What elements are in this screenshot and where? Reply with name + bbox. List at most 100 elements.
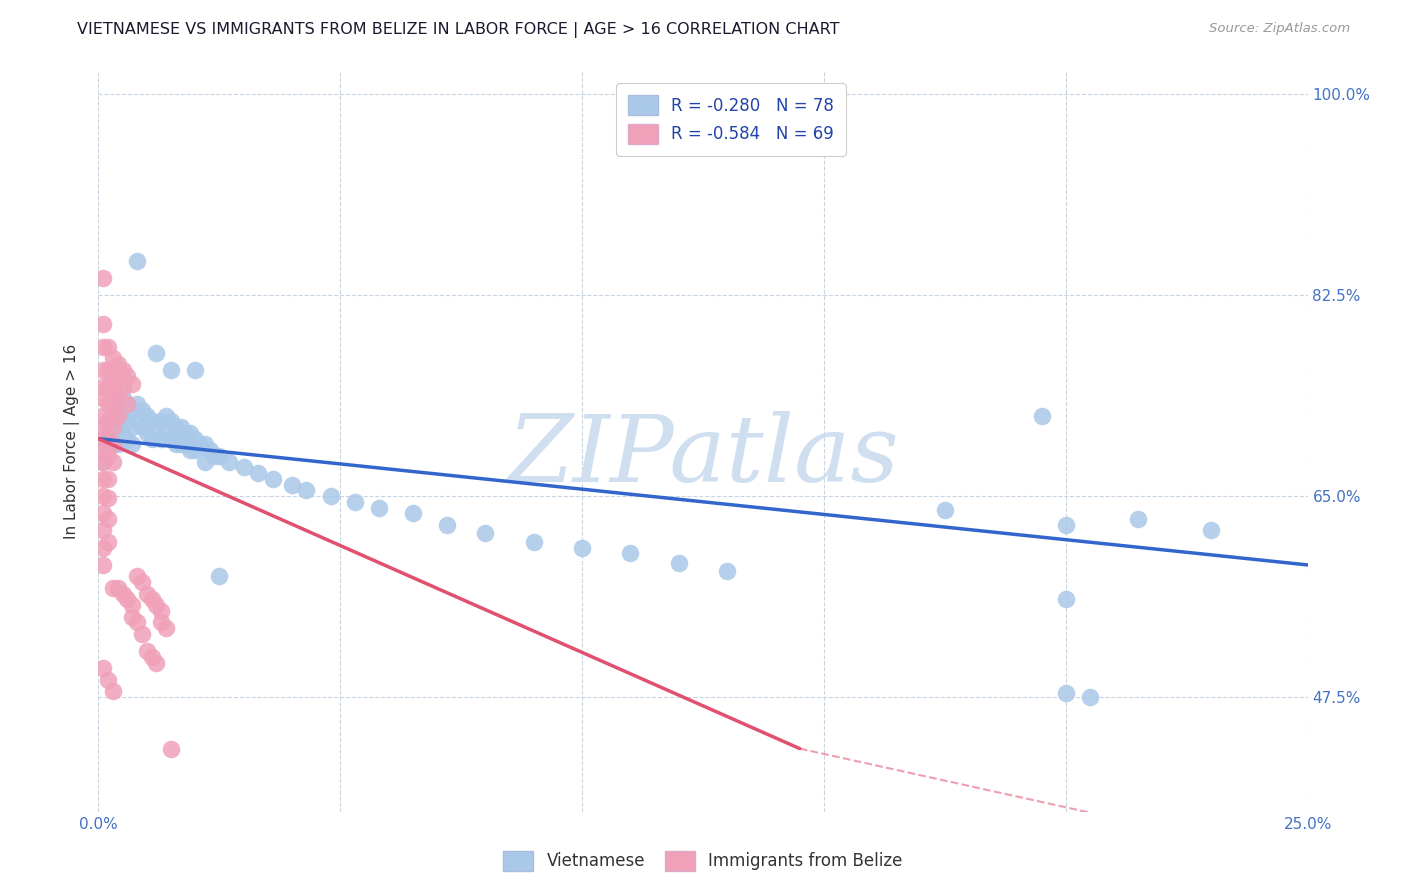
Point [131, 420, 153, 434]
Point [107, 409, 129, 423]
Point [91, 472, 114, 486]
Point [97, 472, 120, 486]
Point [160, 414, 183, 428]
Point [1054, 517, 1077, 532]
Point [208, 569, 231, 583]
Point [150, 615, 173, 630]
Point [204, 449, 226, 463]
Point [1054, 686, 1077, 700]
Point [150, 432, 173, 446]
Point [523, 535, 546, 549]
Y-axis label: In Labor Force | Age > 16: In Labor Force | Age > 16 [63, 344, 80, 539]
Point [91, 420, 114, 434]
Point [91, 409, 114, 423]
Text: VIETNAMESE VS IMMIGRANTS FROM BELIZE IN LABOR FORCE | AGE > 16 CORRELATION CHART: VIETNAMESE VS IMMIGRANTS FROM BELIZE IN … [77, 22, 839, 38]
Point [135, 644, 157, 658]
Point [145, 598, 167, 612]
Text: Source: ZipAtlas.com: Source: ZipAtlas.com [1209, 22, 1350, 36]
Point [101, 432, 124, 446]
Point [194, 455, 217, 469]
Legend: Vietnamese, Immigrants from Belize: Vietnamese, Immigrants from Belize [495, 842, 911, 880]
Point [436, 517, 458, 532]
Point [107, 374, 129, 388]
Point [91, 392, 114, 406]
Point [179, 425, 201, 440]
Point [141, 414, 163, 428]
Point [135, 409, 157, 423]
Point [1199, 524, 1222, 538]
Point [101, 684, 124, 698]
Point [97, 535, 120, 549]
Point [131, 627, 153, 641]
Point [97, 380, 120, 394]
Point [101, 455, 124, 469]
Point [97, 449, 120, 463]
Point [91, 363, 114, 377]
Point [111, 587, 134, 601]
Point [668, 556, 690, 570]
Point [141, 432, 163, 446]
Point [91, 432, 114, 446]
Point [111, 380, 134, 394]
Point [97, 363, 120, 377]
Point [184, 432, 207, 446]
Point [1054, 592, 1077, 607]
Point [174, 425, 197, 440]
Point [97, 432, 120, 446]
Point [107, 420, 129, 434]
Point [194, 437, 217, 451]
Point [232, 460, 254, 475]
Point [107, 581, 129, 595]
Point [91, 317, 114, 331]
Point [262, 472, 284, 486]
Point [101, 368, 124, 383]
Point [145, 345, 167, 359]
Point [716, 564, 738, 578]
Point [281, 477, 304, 491]
Point [121, 437, 143, 451]
Point [101, 420, 124, 434]
Point [117, 397, 139, 411]
Point [135, 425, 157, 440]
Point [247, 466, 270, 480]
Point [343, 495, 366, 509]
Point [145, 656, 167, 670]
Point [117, 397, 139, 411]
Point [101, 403, 124, 417]
Point [155, 425, 177, 440]
Point [155, 621, 177, 635]
Point [160, 432, 183, 446]
Point [101, 437, 124, 451]
Point [117, 592, 139, 607]
Point [165, 420, 187, 434]
Point [368, 500, 391, 515]
Point [121, 403, 143, 417]
Point [188, 437, 211, 451]
Point [150, 414, 173, 428]
Point [117, 368, 139, 383]
Point [131, 575, 153, 590]
Point [91, 541, 114, 555]
Point [91, 506, 114, 520]
Point [91, 455, 114, 469]
Point [121, 376, 143, 391]
Point [145, 420, 167, 434]
Point [1128, 512, 1150, 526]
Point [295, 483, 318, 498]
Point [169, 437, 191, 451]
Point [319, 489, 342, 503]
Point [111, 363, 134, 377]
Point [619, 546, 641, 560]
Point [135, 587, 157, 601]
Point [198, 443, 221, 458]
Point [160, 741, 183, 756]
Point [107, 403, 129, 417]
Point [107, 437, 129, 451]
Point [474, 525, 496, 540]
Point [101, 414, 124, 428]
Point [141, 592, 163, 607]
Point [101, 397, 124, 411]
Point [127, 615, 149, 630]
Point [107, 357, 129, 371]
Point [131, 403, 153, 417]
